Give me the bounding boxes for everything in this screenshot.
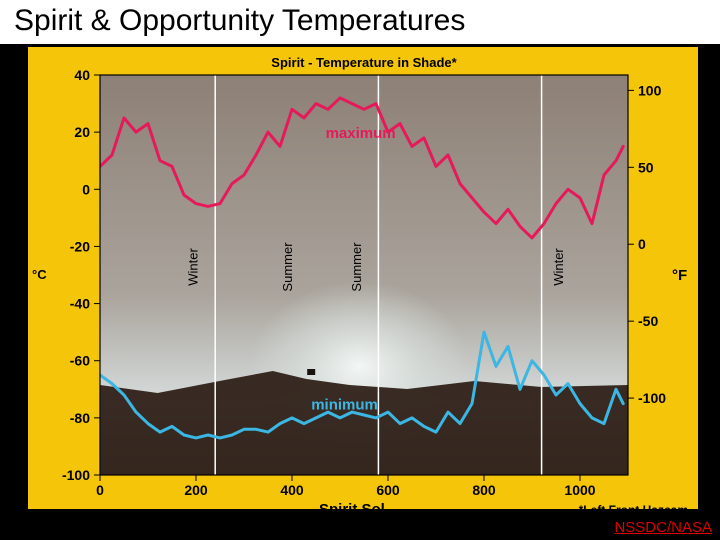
svg-text:Summer: Summer [280,242,295,292]
svg-text:40: 40 [74,67,90,83]
image-credit: NSSDC/NASA [614,519,712,536]
x-axis-label: Spirit Sol [319,501,385,518]
svg-text:0: 0 [638,236,646,252]
svg-text:400: 400 [280,482,304,498]
svg-text:100: 100 [638,82,662,98]
svg-text:Winter: Winter [551,248,566,286]
svg-text:0: 0 [82,181,90,197]
slide: { "title": "Spirit & Opportunity Tempera… [0,0,720,540]
svg-text:0: 0 [96,482,104,498]
svg-text:-100: -100 [638,390,666,406]
chart-title: Spirit - Temperature in Shade* [100,55,628,70]
temperature-chart: Winter Summer Summer Winter maximum minimum -1… [28,47,698,509]
svg-text:1000: 1000 [564,482,595,498]
svg-text:-50: -50 [638,313,658,329]
svg-text:800: 800 [472,482,496,498]
svg-text:-40: -40 [70,296,90,312]
y-left-unit: °C [32,267,47,282]
svg-text:Summer: Summer [349,242,364,292]
svg-text:Winter: Winter [186,248,201,286]
svg-text:maximum: maximum [326,125,396,142]
y-right-unit: °F [672,267,687,284]
svg-text:-80: -80 [70,410,90,426]
svg-text:-100: -100 [62,467,90,483]
page-title: Spirit & Opportunity Temperatures [0,0,720,44]
svg-text:minimum: minimum [311,396,378,413]
svg-text:50: 50 [638,159,654,175]
chart-frame: Winter Summer Summer Winter maximum minimum -1… [28,47,698,509]
svg-text:200: 200 [184,482,208,498]
svg-text:-20: -20 [70,238,90,254]
svg-text:-60: -60 [70,353,90,369]
chart-footnote: *Left Front Hazcam [579,503,688,517]
svg-text:600: 600 [376,482,400,498]
svg-text:20: 20 [74,124,90,140]
